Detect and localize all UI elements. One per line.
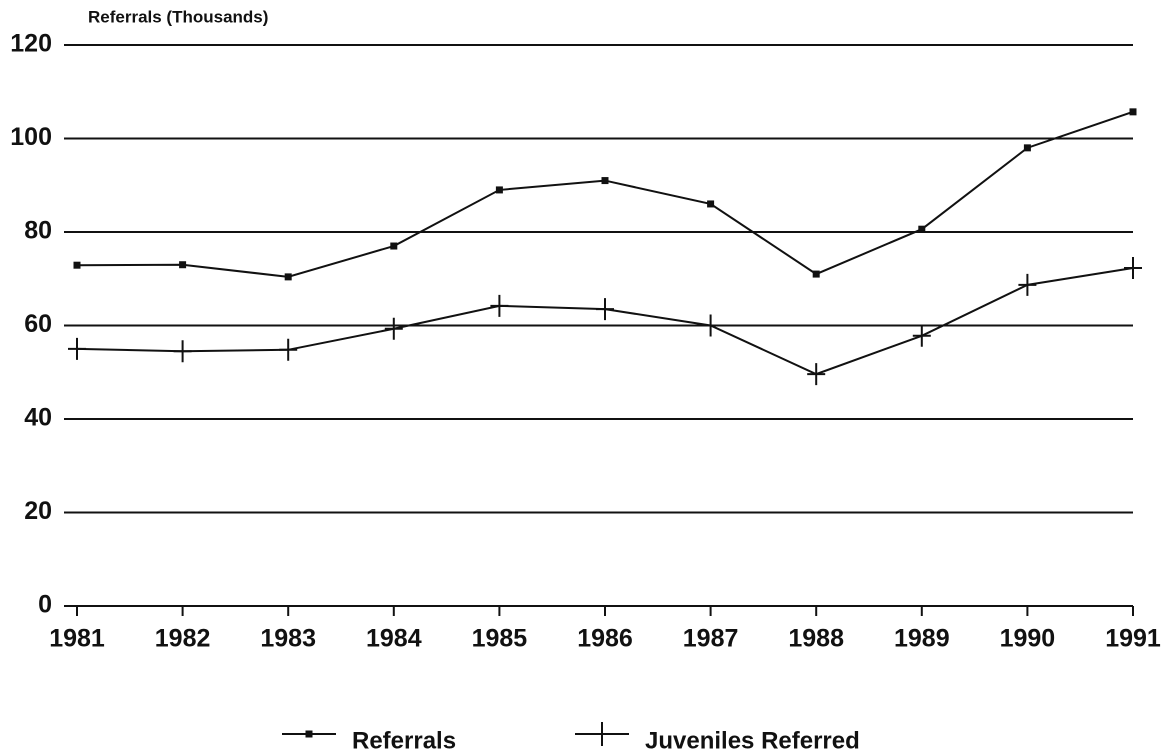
point <box>284 273 292 281</box>
x-tick-label: 1981 <box>49 625 105 653</box>
point <box>1129 108 1137 116</box>
y-tick-label: 60 <box>24 310 52 338</box>
x-tick-label: 1983 <box>260 625 316 653</box>
x-tick-label: 1989 <box>894 625 950 653</box>
point <box>68 337 86 360</box>
legend-label: Juveniles Referred <box>645 727 860 754</box>
x-tick-label: 1988 <box>788 625 844 653</box>
y-tick-label: 20 <box>24 497 52 525</box>
legend-label: Referrals <box>352 727 456 754</box>
y-axis-label: Referrals (Thousands) <box>88 7 268 26</box>
legend-marker <box>305 730 313 738</box>
point <box>707 200 715 208</box>
y-tick-label: 40 <box>24 404 52 432</box>
y-tick-label: 0 <box>38 591 52 619</box>
point <box>390 242 398 250</box>
point <box>490 294 509 317</box>
y-tick-label: 80 <box>24 217 52 245</box>
x-tick-label: 1991 <box>1105 625 1161 653</box>
point <box>1124 256 1142 279</box>
series-line <box>76 267 1134 376</box>
point <box>701 314 720 337</box>
x-tick-label: 1985 <box>472 625 528 653</box>
point <box>495 186 503 194</box>
point <box>1023 144 1031 152</box>
point <box>918 225 926 233</box>
point <box>812 270 820 278</box>
point <box>1018 273 1037 296</box>
point <box>179 261 187 269</box>
x-tick-label: 1984 <box>366 625 422 653</box>
x-tick-label: 1987 <box>683 625 739 653</box>
point <box>807 363 826 386</box>
point <box>173 340 192 363</box>
point <box>279 338 298 361</box>
x-tick-label: 1982 <box>155 625 211 653</box>
point <box>384 317 403 340</box>
series-line <box>76 110 1134 278</box>
point <box>912 324 931 347</box>
point <box>596 298 614 321</box>
x-tick-label: 1986 <box>577 625 633 653</box>
y-tick-label: 100 <box>10 123 52 151</box>
y-tick-label: 120 <box>10 30 52 58</box>
point <box>601 177 609 185</box>
x-tick-label: 1990 <box>1000 625 1056 653</box>
point <box>73 261 81 269</box>
